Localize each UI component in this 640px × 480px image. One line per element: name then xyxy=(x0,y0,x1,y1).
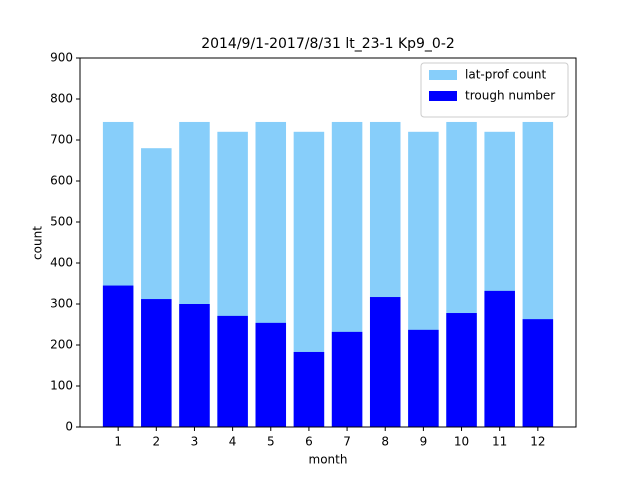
bar xyxy=(369,297,401,427)
legend-label: lat-prof count xyxy=(465,68,547,82)
x-tick-label: 10 xyxy=(454,435,469,449)
x-tick-label: 7 xyxy=(343,435,351,449)
x-tick-label: 2 xyxy=(152,435,160,449)
x-tick-label: 11 xyxy=(492,435,507,449)
chart-title: 2014/9/1-2017/8/31 lt_23-1 Kp9_0-2 xyxy=(201,36,455,52)
y-tick-label: 900 xyxy=(50,51,73,65)
y-tick-label: 200 xyxy=(50,338,73,352)
y-tick-label: 300 xyxy=(50,297,73,311)
y-tick-label: 400 xyxy=(50,256,73,270)
bar xyxy=(255,322,287,427)
x-tick-label: 1 xyxy=(114,435,122,449)
x-tick-label: 12 xyxy=(530,435,545,449)
x-tick-label: 4 xyxy=(229,435,237,449)
bar xyxy=(408,329,439,427)
y-tick-label: 500 xyxy=(50,215,73,229)
y-tick-label: 100 xyxy=(50,379,73,393)
legend-swatch xyxy=(429,91,457,101)
x-tick-label: 8 xyxy=(381,435,389,449)
legend-box xyxy=(420,62,569,118)
y-tick-label: 800 xyxy=(50,92,73,106)
x-axis-label: month xyxy=(309,453,348,467)
bar xyxy=(446,313,477,427)
x-tick-label: 5 xyxy=(267,435,275,449)
bar xyxy=(522,319,554,427)
x-tick-label: 3 xyxy=(191,435,199,449)
x-tick-label: 9 xyxy=(420,435,428,449)
bar xyxy=(141,299,172,427)
plot-frame xyxy=(79,57,577,428)
bar xyxy=(293,351,325,427)
bar xyxy=(102,285,134,427)
y-tick-label: 0 xyxy=(65,420,73,434)
y-tick-label: 600 xyxy=(50,174,73,188)
x-tick-label: 6 xyxy=(305,435,313,449)
bar xyxy=(331,331,363,427)
legend-swatch xyxy=(429,70,457,80)
bar xyxy=(484,290,515,427)
y-axis-label: count xyxy=(31,226,45,260)
legend-label: trough number xyxy=(465,89,555,103)
bar xyxy=(217,315,248,427)
y-tick-label: 700 xyxy=(50,133,73,147)
bar xyxy=(179,304,210,427)
